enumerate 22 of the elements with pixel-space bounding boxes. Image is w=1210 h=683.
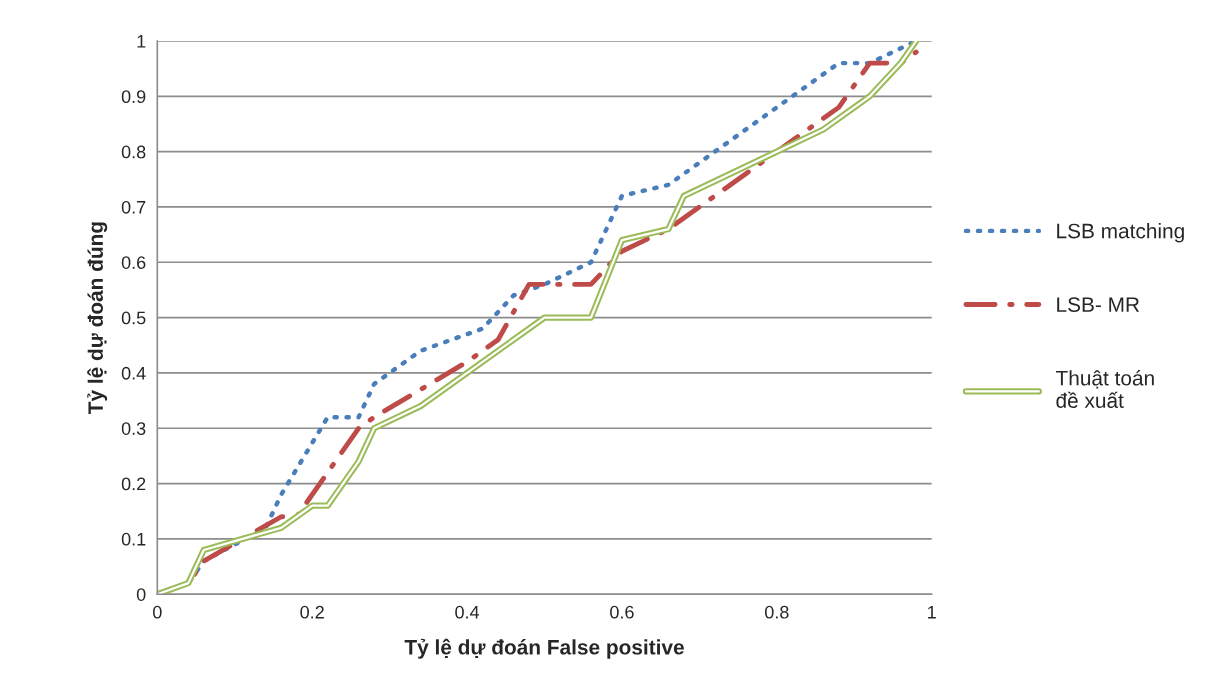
x-axis-title: Tỷ lệ dự đoán False positive	[404, 638, 684, 659]
x-tick-label: 0.8	[764, 605, 789, 619]
x-tick-label: 0.2	[300, 605, 324, 619]
legend-label: LSB matching	[1057, 223, 1184, 243]
y-tick-label: 0.3	[121, 422, 146, 435]
y-tick-label: 0.5	[121, 311, 146, 325]
y-tick-label: 0.2	[121, 477, 146, 491]
legend-label: LSB- MR	[1057, 297, 1140, 312]
x-tick-label: 0.4	[455, 605, 480, 619]
y-tick-label: 1	[137, 35, 146, 48]
x-tick-label: 1	[928, 605, 936, 619]
y-tick-label: 0.1	[121, 532, 146, 546]
legend-label: Thuật toán đề xuất	[1055, 370, 1154, 408]
y-tick-label: 0	[136, 588, 146, 601]
x-tick-label: 0.6	[610, 605, 634, 619]
y-tick-label: 0.4	[121, 366, 146, 380]
y-axis-title: Tỷ lệ dự đoán đúng	[87, 222, 108, 415]
y-tick-label: 0.6	[121, 256, 146, 269]
y-tick-label: 0.7	[121, 200, 146, 214]
y-tick-label: 0.9	[121, 90, 146, 104]
y-tick-label: 0.8	[121, 145, 146, 159]
x-tick-label: 0	[152, 605, 162, 619]
